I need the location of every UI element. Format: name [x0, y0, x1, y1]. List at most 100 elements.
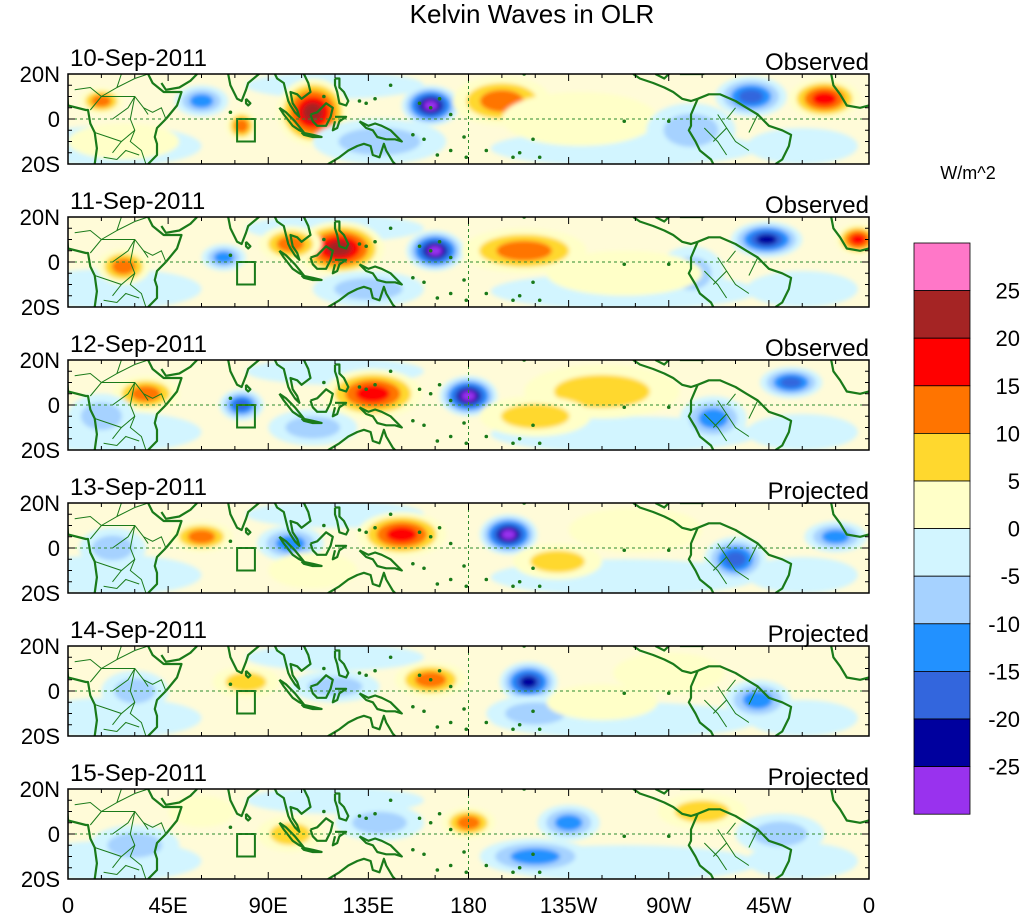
colorbar-swatch [913, 385, 971, 434]
coastline [273, 360, 312, 404]
region-box [236, 404, 256, 429]
longitude-label: 45W [746, 893, 791, 918]
island [491, 593, 495, 597]
country-border [103, 721, 140, 733]
latitude-label: 0 [48, 393, 60, 418]
anomaly-contour [530, 550, 585, 573]
island [428, 820, 433, 825]
anomaly-cell [746, 271, 858, 307]
coastline [300, 560, 323, 568]
country-border [703, 842, 728, 871]
longitude-label: 0 [863, 893, 875, 918]
latitude-label: 20N [20, 491, 60, 516]
country-border [712, 686, 728, 714]
island [464, 727, 469, 732]
coastline [273, 646, 312, 690]
country-border [101, 96, 149, 115]
country-border [748, 400, 759, 419]
colorbar: W/m^2 25 20 15 10 5 0 -5 -10 -15 -20 -25 [913, 163, 1020, 815]
latitude-label: 0 [48, 536, 60, 561]
coastline [654, 74, 672, 80]
island [531, 852, 535, 857]
island [464, 870, 469, 875]
island [422, 852, 426, 857]
coastline [333, 792, 350, 822]
anomaly-contour [131, 385, 161, 402]
anomaly-contour [756, 234, 777, 245]
country-border [748, 543, 759, 562]
island [517, 722, 522, 727]
coastline [830, 789, 869, 824]
coastline [309, 388, 334, 413]
coastlines [68, 74, 869, 164]
island [517, 579, 522, 584]
island [428, 391, 433, 396]
island [428, 248, 433, 253]
panel-status: Observed [765, 192, 869, 219]
longitude-label: 135E [343, 893, 394, 918]
colorbar-label: 5 [1008, 469, 1020, 494]
colorbar-label: 10 [996, 421, 1020, 446]
coastline [244, 813, 252, 822]
island [448, 577, 453, 582]
coastline [326, 571, 397, 593]
island [462, 850, 466, 854]
island [364, 244, 368, 249]
map-panel: 14-Sep-2011 Projected 20N 0 20S [20, 617, 870, 749]
country-border [748, 257, 759, 276]
coastline [244, 98, 252, 107]
island [531, 709, 535, 714]
country-border [94, 129, 136, 143]
anomaly-contour [663, 113, 719, 147]
coastline [244, 670, 252, 679]
country-border [703, 556, 728, 585]
coastline [309, 531, 334, 556]
coastline [697, 808, 793, 879]
map-panel: 13-Sep-2011 Projected 20N 0 20S [20, 474, 870, 606]
island [357, 671, 362, 675]
island [537, 584, 542, 589]
island [511, 870, 515, 875]
panel-ticks [67, 216, 870, 308]
country-border [712, 829, 728, 857]
coastline [697, 379, 793, 450]
country-border [89, 217, 122, 254]
island [322, 666, 326, 671]
anomaly-contour [423, 100, 438, 111]
anomaly-contour [501, 529, 516, 540]
panel-ticks [67, 502, 870, 594]
country-border [89, 646, 122, 683]
coastline [358, 120, 403, 143]
anomaly-contour [213, 251, 234, 264]
coastline [225, 360, 261, 389]
island [437, 96, 442, 101]
anomaly-contour [428, 245, 443, 256]
country-border [712, 257, 728, 285]
country-border [101, 525, 149, 544]
country-border [94, 272, 136, 286]
island [491, 450, 495, 454]
country-border [112, 239, 136, 263]
island [511, 584, 515, 589]
coastline [358, 692, 403, 715]
island [228, 539, 233, 544]
island [622, 262, 627, 267]
colorbar-swatch [913, 480, 971, 529]
island [484, 434, 489, 439]
island [517, 865, 522, 870]
coastline [331, 401, 348, 418]
country-border [129, 525, 147, 593]
coastline [160, 789, 198, 806]
island [666, 691, 671, 696]
coastline [654, 789, 672, 795]
coastline [68, 804, 99, 879]
island [428, 534, 433, 539]
island [491, 879, 495, 883]
island [531, 423, 535, 428]
country-border [101, 811, 149, 830]
anomaly-contour [568, 507, 703, 553]
panel-status: Projected [768, 621, 869, 648]
coastline [326, 714, 397, 736]
coastline [244, 527, 252, 536]
country-border [748, 114, 759, 133]
